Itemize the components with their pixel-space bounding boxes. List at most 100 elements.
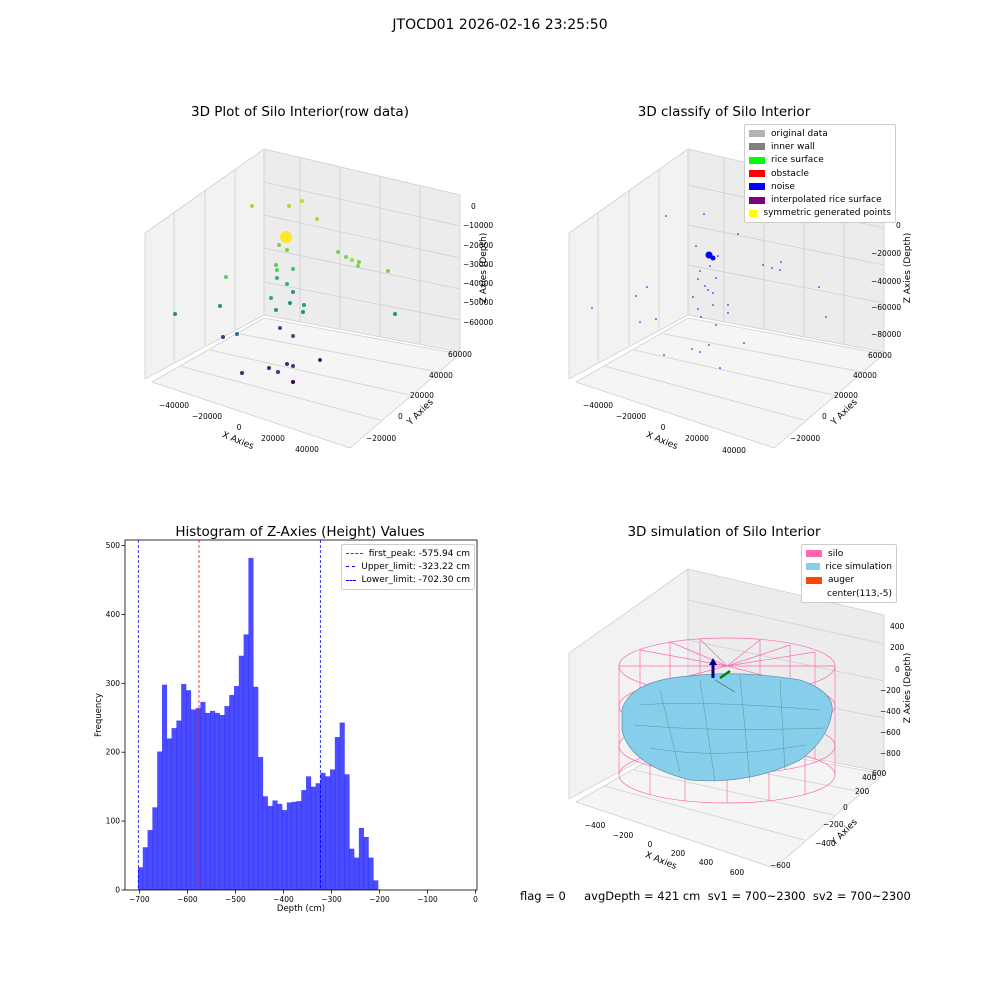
legend-item-center: center(113,-5) <box>806 587 892 600</box>
simulation-z-tick: 200 <box>890 643 905 652</box>
histogram-bar <box>282 810 288 890</box>
simulation-y-tick: −600 <box>770 861 791 870</box>
simulation-3d-plot: −400 −200 0 200 400 600 −600 −400 −200 0… <box>568 568 913 877</box>
histogram-bar <box>368 857 374 890</box>
classify-z-tick: −40000 <box>871 277 901 286</box>
classify-legend: original data inner wall rice surface ob… <box>744 124 896 224</box>
legend-label: inner wall <box>771 141 815 152</box>
classify-y-tick: −20000 <box>790 434 820 443</box>
legend-item-rice-surface: rice surface <box>749 154 891 167</box>
classify-x-tick: −20000 <box>616 412 646 421</box>
classify-y-tick: 0 <box>822 412 827 421</box>
legend-item-auger: auger <box>806 574 892 587</box>
histogram-bar <box>161 684 168 890</box>
histogram-x-tick-label: −100 <box>417 895 438 904</box>
legend-item-first-peak: first_peak: -575.94 cm <box>346 547 470 560</box>
histogram-bar <box>181 683 187 890</box>
histogram-x-tick-label: −600 <box>177 895 198 904</box>
classify-z-tick: −20000 <box>871 249 901 258</box>
legend-item-silo: silo <box>806 547 892 560</box>
histogram-bar <box>325 776 331 890</box>
classify-plot-title: 3D classify of Silo Interior <box>637 104 811 120</box>
legend-swatch <box>749 143 765 151</box>
raw-x-tick: 20000 <box>261 434 285 443</box>
rice-surface <box>621 673 833 783</box>
simulation-y-tick: 0 <box>843 803 848 812</box>
legend-swatch <box>749 130 765 138</box>
simulation-y-tick: −400 <box>815 839 836 848</box>
histogram-legend: first_peak: -575.94 cm Upper_limit: -323… <box>341 544 475 590</box>
legend-label: original data <box>771 128 828 139</box>
simulation-z-tick: −400 <box>880 707 901 716</box>
raw-z-tick: −50000 <box>463 298 493 307</box>
histogram-bar <box>296 801 302 890</box>
simulation-x-tick: −400 <box>585 821 606 830</box>
histogram-bar <box>209 710 216 890</box>
classify-z-label: Z Axies (Depth) <box>903 233 913 304</box>
histogram-bar <box>157 751 163 890</box>
raw-z-tick: −30000 <box>463 260 493 269</box>
legend-swatch <box>749 209 758 217</box>
legend-label: obstacle <box>771 168 809 179</box>
histogram-bar <box>315 783 321 890</box>
histogram-x-tick-label: −200 <box>369 895 390 904</box>
legend-swatch <box>749 156 765 164</box>
raw-plot-title: 3D Plot of Silo Interior(row data) <box>191 104 409 120</box>
simulation-x-tick: 600 <box>730 868 745 877</box>
histogram-bar <box>330 769 336 890</box>
histogram-bar <box>200 701 206 890</box>
histogram-bar <box>190 709 196 890</box>
raw-y-tick: 0 <box>398 412 403 421</box>
histogram-y-tick-label: 500 <box>106 541 121 550</box>
simulation-legend: silo rice simulation auger center(113,-5… <box>801 544 897 604</box>
raw-z-label: Z Axies (Depth) <box>479 233 489 304</box>
legend-item-noise: noise <box>749 180 891 193</box>
raw-3d-plot: −40000 −20000 0 20000 40000 −20000 0 200… <box>144 148 493 454</box>
legend-swatch <box>806 576 822 584</box>
histogram-bar <box>320 772 326 890</box>
raw-y-label: Y Axies <box>405 397 436 428</box>
histogram-bar <box>373 880 379 890</box>
classify-y-tick: 20000 <box>834 391 858 400</box>
legend-line <box>346 579 356 581</box>
histogram-bar <box>166 738 172 890</box>
histogram-chart: −700 −600 −500 −400 −300 −200 −100 0 0 100 200 300… <box>94 539 478 914</box>
classify-y-label: Y Axies <box>829 397 860 428</box>
histogram-bar <box>147 830 153 890</box>
raw-3d-box <box>144 148 461 449</box>
legend-label: center(113,-5) <box>827 588 892 599</box>
raw-y-tick: 20000 <box>410 391 434 400</box>
legend-label: symmetric generated points <box>763 208 891 219</box>
classify-x-tick: 40000 <box>722 446 746 455</box>
raw-x-tick: −40000 <box>159 401 189 410</box>
simulation-z-tick: 0 <box>895 665 900 674</box>
legend-swatch <box>806 563 820 571</box>
figure-title: JTOCD01 2026-02-16 23:25:50 <box>392 17 608 33</box>
silo-wireframe <box>618 637 836 804</box>
simulation-y-tick: 600 <box>872 769 887 778</box>
histogram-bar <box>214 712 220 890</box>
raw-z-tick: 0 <box>471 202 476 211</box>
legend-label: rice surface <box>771 155 824 166</box>
histogram-y-label: Frequency <box>94 693 104 737</box>
simulation-z-tick: −800 <box>880 749 901 758</box>
simulation-y-tick: 200 <box>855 787 870 796</box>
histogram-bar <box>267 805 273 890</box>
histogram-bar <box>171 728 177 890</box>
classify-x-label: X Axies <box>644 430 679 452</box>
histogram-bar <box>301 790 307 890</box>
simulation-z-tick: −200 <box>880 686 901 695</box>
raw-z-tick: −40000 <box>463 279 493 288</box>
raw-y-tick: −20000 <box>366 434 396 443</box>
histogram-bar <box>339 722 345 890</box>
classify-x-tick: 20000 <box>685 434 709 443</box>
classify-3d-plot: −40000 −20000 0 20000 40000 −20000 0 200… <box>568 148 913 455</box>
classify-z-tick: 0 <box>896 221 901 230</box>
histogram-x-ticks: −700 −600 −500 −400 −300 −200 −100 0 <box>129 890 478 904</box>
histogram-bar <box>358 827 364 890</box>
histogram-bar <box>310 786 316 890</box>
simulation-x-tick: 200 <box>671 849 686 858</box>
legend-item-symmetric-generated-points: symmetric generated points <box>749 207 891 220</box>
legend-item-inner-wall: inner wall <box>749 140 891 153</box>
classify-noise-points <box>591 213 827 369</box>
